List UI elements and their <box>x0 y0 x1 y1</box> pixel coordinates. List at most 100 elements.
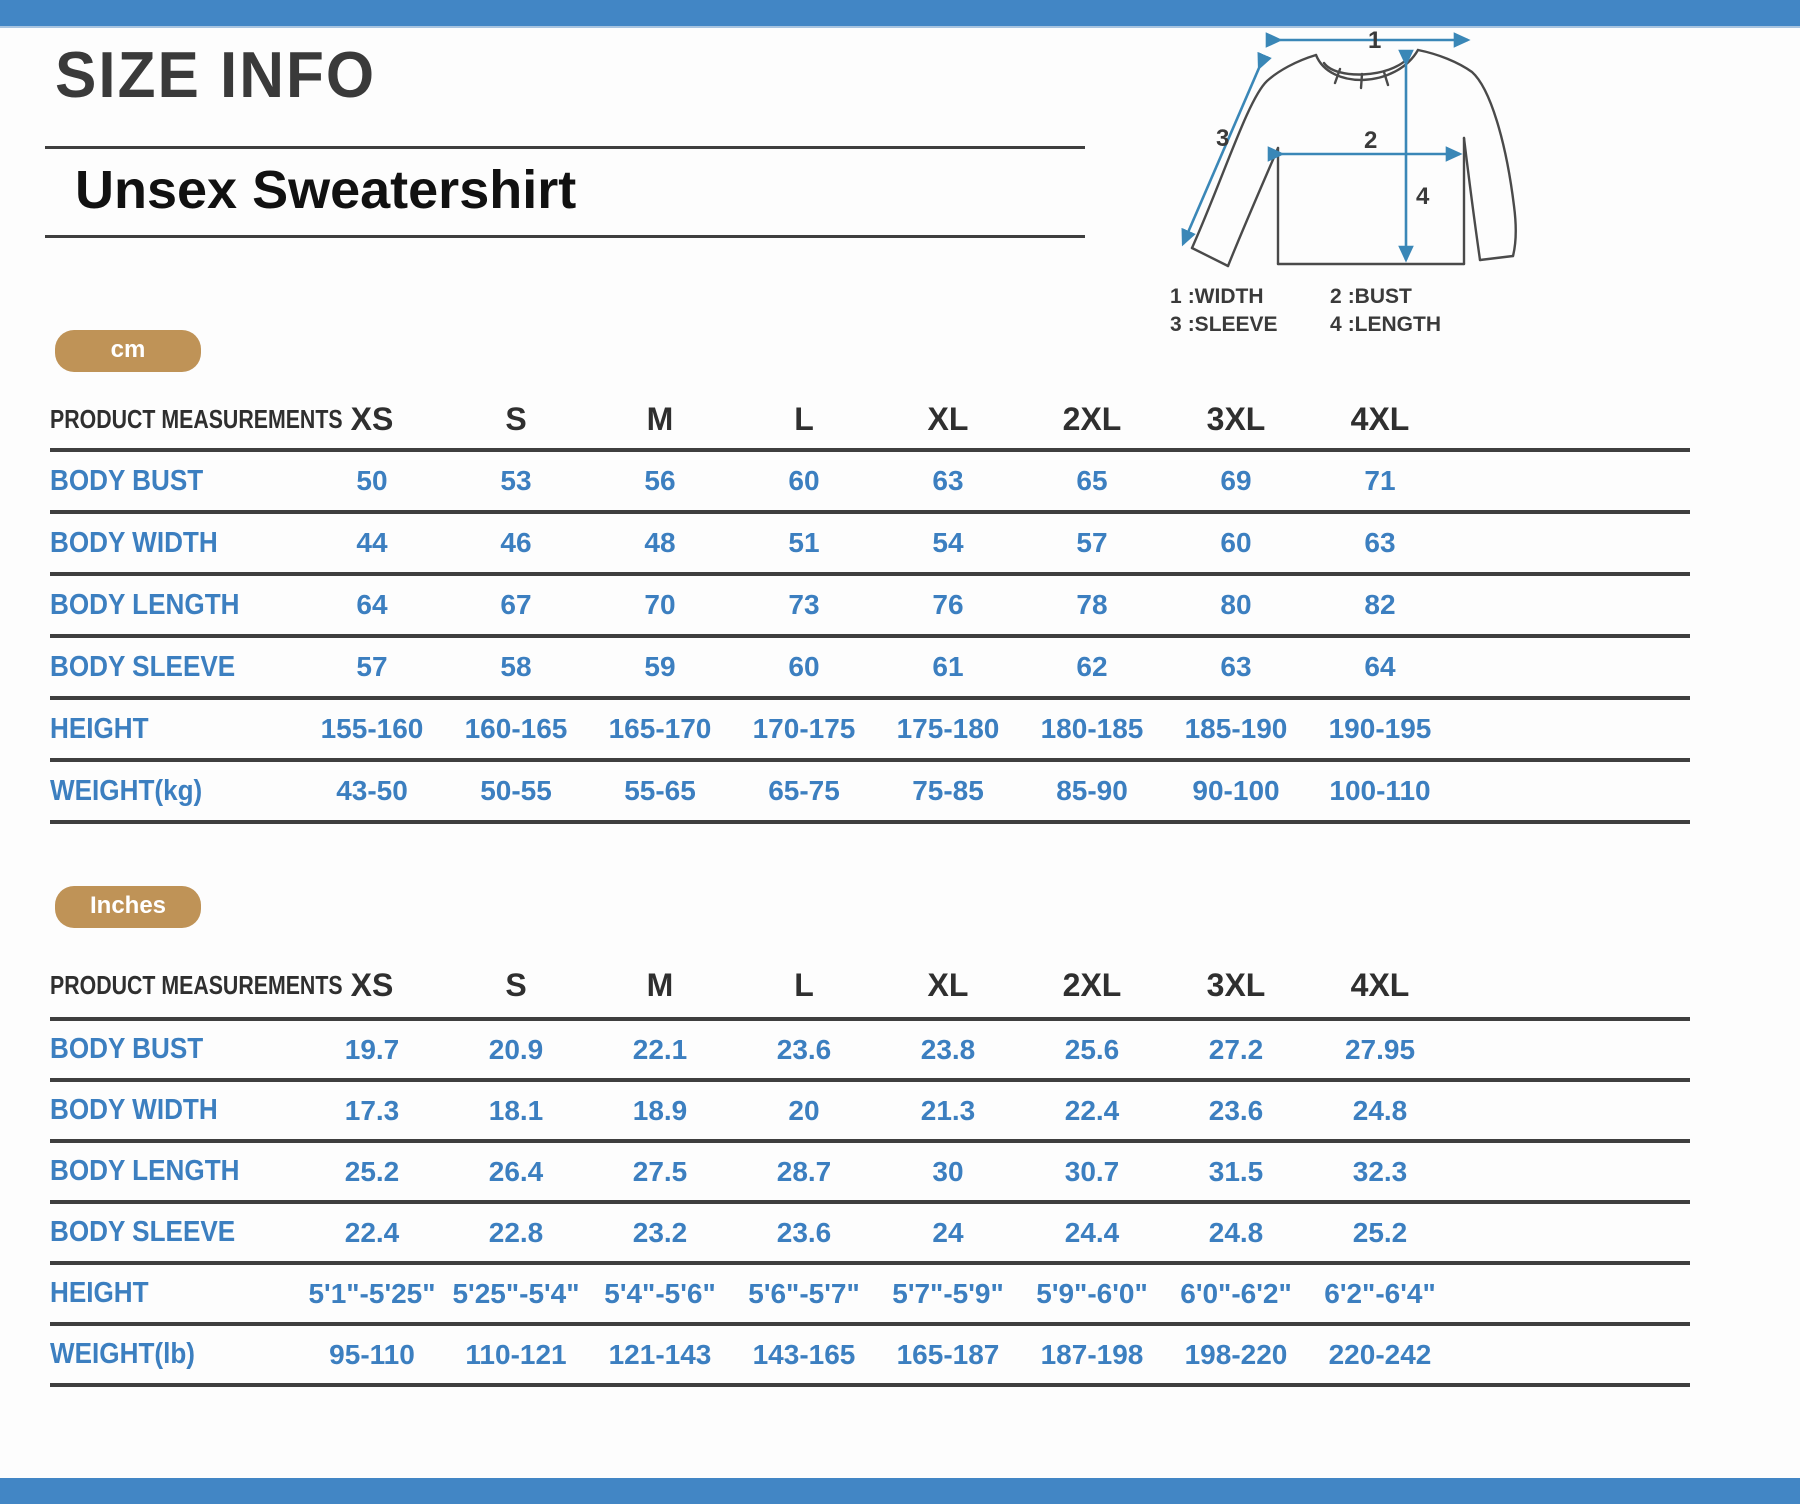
measurement-value: 20.9 <box>488 1033 544 1065</box>
measurement-value: 175-180 <box>896 713 1000 744</box>
table-row: BODY WIDTH 17.3 18.1 18.9 20 21.3 22.4 23.6 24.8 <box>50 1082 1690 1143</box>
row-label-text: WEIGHT(lb) <box>50 1338 195 1370</box>
measurement-value: 190-195 <box>1328 713 1432 744</box>
measurement-value: 48 <box>644 527 676 558</box>
measurement-value: 50-55 <box>480 775 552 806</box>
measurement-value: 61 <box>932 651 964 682</box>
row-label-text: HEIGHT <box>50 1277 149 1309</box>
table-body: BODY BUST 19.7 20.9 22.1 23.6 23.8 25.6 27.2 27.… <box>50 1021 1690 1387</box>
size-col-xl: XL <box>927 400 969 437</box>
measurement-value: 25.2 <box>1352 1216 1408 1248</box>
measurement-value: 82 <box>1364 589 1396 620</box>
measurement-value: 100-110 <box>1329 775 1431 806</box>
legend-item-width: 1:WIDTH <box>1170 285 1330 309</box>
measurement-value: 160-165 <box>464 713 568 744</box>
measurement-value: 22.8 <box>488 1216 544 1248</box>
table-body: BODY BUST 50 53 56 60 63 65 69 71 BODY WIDTH 44 46 4… <box>50 452 1690 824</box>
measurement-value: 27.2 <box>1208 1033 1264 1065</box>
measurement-value: 20 <box>788 1094 820 1126</box>
measurement-value: 25.2 <box>344 1155 400 1187</box>
measurement-value: 60 <box>788 651 820 682</box>
measurement-value: 121-143 <box>608 1338 712 1370</box>
measurement-value: 5'9"-6'0" <box>1036 1277 1148 1309</box>
size-col-2xl: 2XL <box>1062 400 1122 437</box>
size-col-xs: XS <box>350 400 394 437</box>
table-corner-label: PRODUCT MEASUREMENTS <box>50 404 343 435</box>
measurement-value: 30.7 <box>1064 1155 1120 1187</box>
legend-num: 1 <box>1170 285 1182 308</box>
size-col-3xl: 3XL <box>1206 966 1266 1003</box>
measurement-value: 53 <box>500 465 532 496</box>
measurement-value: 24.8 <box>1208 1216 1264 1248</box>
arrow-label-sleeve: 3 <box>1216 125 1229 152</box>
measurement-value: 30 <box>932 1155 964 1187</box>
table-row: BODY LENGTH 25.2 26.4 27.5 28.7 30 30.7 31.5 32.… <box>50 1143 1690 1204</box>
size-col-3xl: 3XL <box>1206 400 1266 437</box>
measurement-value: 180-185 <box>1040 713 1144 744</box>
table-row: HEIGHT 155-160 160-165 165-170 170-175 175-18… <box>50 700 1690 762</box>
measurement-value: 23.8 <box>920 1033 976 1065</box>
measurement-value: 73 <box>788 589 820 620</box>
measurement-value: 80 <box>1220 589 1252 620</box>
arrow-label-length: 4 <box>1416 183 1430 210</box>
measurement-value: 71 <box>1364 465 1396 496</box>
table-row: BODY WIDTH 44 46 48 51 54 57 60 63 <box>50 514 1690 576</box>
row-label-text: BODY SLEEVE <box>50 1216 236 1248</box>
size-col-4xl: 4XL <box>1350 400 1410 437</box>
measurement-value: 57 <box>1076 527 1108 558</box>
row-label-text: BODY LENGTH <box>50 588 240 621</box>
table-row: BODY LENGTH 64 67 70 73 76 78 80 82 <box>50 576 1690 638</box>
sweatshirt-measurement-diagram: 1 2 3 4 1:WIDTH 2:BUST 3:SLEEVE 4:LENGTH <box>1128 26 1608 337</box>
row-label: HEIGHT <box>50 713 300 746</box>
row-label-text: BODY BUST <box>50 464 204 497</box>
measurement-value: 63 <box>932 465 964 496</box>
measurement-value: 55-65 <box>624 775 696 806</box>
measurement-value: 187-198 <box>1040 1338 1144 1370</box>
measurement-value: 62 <box>1076 651 1108 682</box>
row-label-text: BODY WIDTH <box>50 1094 218 1126</box>
measurement-value: 23.6 <box>776 1033 832 1065</box>
measurement-value: 18.9 <box>632 1094 688 1126</box>
measurement-value: 165-170 <box>608 713 712 744</box>
corner-label-text: PRODUCT MEASUREMENTS <box>50 969 343 1000</box>
measurement-value: 32.3 <box>1352 1155 1408 1187</box>
sweatshirt-diagram-icon: 1 2 3 4 <box>1181 27 1517 268</box>
measurement-value: 21.3 <box>920 1094 976 1126</box>
measurement-value: 31.5 <box>1208 1155 1264 1187</box>
row-label-text: BODY SLEEVE <box>50 650 236 683</box>
size-table-inches: PRODUCT MEASUREMENTS XS S M L XL 2XL 3XL 4XL BO… <box>50 953 1690 1387</box>
measurement-value: 220-242 <box>1328 1338 1432 1370</box>
measurement-value: 44 <box>356 527 388 558</box>
row-label: BODY BUST <box>50 1033 300 1066</box>
measurement-value: 28.7 <box>776 1155 832 1187</box>
measurement-value: 70 <box>644 589 676 620</box>
row-label-text: HEIGHT <box>50 712 149 745</box>
measurement-value: 165-187 <box>896 1338 1000 1370</box>
measurement-value: 6'2"-6'4" <box>1324 1277 1436 1309</box>
size-col-2xl: 2XL <box>1062 966 1122 1003</box>
row-label: WEIGHT(lb) <box>50 1338 300 1371</box>
row-label-text: BODY BUST <box>50 1033 204 1065</box>
measurement-value: 5'6"-5'7" <box>748 1277 860 1309</box>
measurement-value: 60 <box>788 465 820 496</box>
product-name: Unsex Sweatershirt <box>75 160 577 220</box>
table-row: BODY BUST 19.7 20.9 22.1 23.6 23.8 25.6 27.2 27.… <box>50 1021 1690 1082</box>
size-col-xl: XL <box>927 966 969 1003</box>
measurement-value: 110-121 <box>465 1338 567 1370</box>
legend-item-bust: 2:BUST <box>1330 285 1510 309</box>
legend-num: 3 <box>1170 313 1182 336</box>
measurement-value: 24.4 <box>1064 1216 1120 1248</box>
measurement-value: 155-160 <box>320 713 424 744</box>
size-col-xs: XS <box>350 966 394 1003</box>
size-col-s: S <box>505 966 527 1003</box>
measurement-value: 22.4 <box>344 1216 400 1248</box>
legend-label: :BUST <box>1347 285 1412 308</box>
measurement-value: 64 <box>356 589 388 620</box>
arrow-label-width: 1 <box>1368 27 1381 54</box>
bottom-accent-bar <box>0 1478 1800 1504</box>
measurement-value: 63 <box>1220 651 1252 682</box>
table-corner-label: PRODUCT MEASUREMENTS <box>50 970 343 1001</box>
measurement-value: 50 <box>356 465 388 496</box>
unit-badge-inches: Inches <box>55 886 201 928</box>
measurement-value: 85-90 <box>1056 775 1128 806</box>
